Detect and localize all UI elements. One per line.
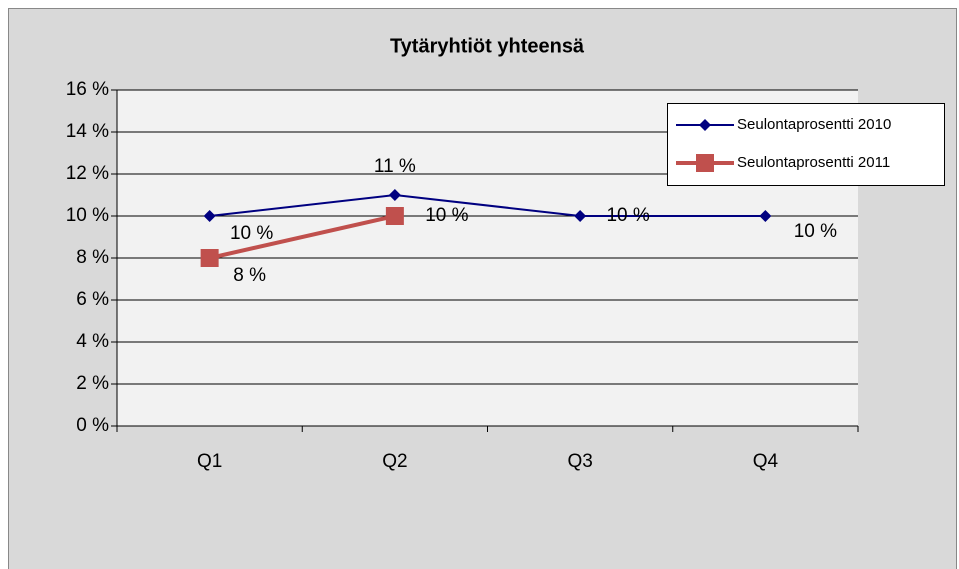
y-tick-label: 10 % bbox=[66, 205, 109, 226]
series-line bbox=[209, 214, 396, 260]
y-tick-label: 16 % bbox=[66, 79, 109, 100]
x-tick-label: Q3 bbox=[567, 451, 592, 472]
y-tick-label: 6 % bbox=[76, 289, 109, 310]
legend-marker bbox=[696, 154, 714, 172]
data-label: 8 % bbox=[233, 265, 266, 286]
legend-marker bbox=[699, 119, 711, 131]
x-tick-label: Q4 bbox=[753, 451, 779, 472]
chart-title: Tytäryhtiöt yhteensä bbox=[390, 35, 585, 57]
y-tick-label: 0 % bbox=[76, 415, 109, 436]
y-tick-label: 12 % bbox=[66, 163, 109, 184]
data-point bbox=[200, 249, 219, 267]
y-tick-label: 14 % bbox=[66, 121, 109, 142]
data-label: 10 % bbox=[230, 223, 273, 244]
data-label: 11 % bbox=[374, 156, 416, 177]
data-label: 10 % bbox=[794, 221, 837, 242]
data-label: 10 % bbox=[606, 205, 649, 226]
data-point bbox=[388, 189, 401, 201]
data-point bbox=[385, 207, 404, 225]
y-tick-label: 4 % bbox=[76, 331, 109, 352]
y-tick-label: 2 % bbox=[76, 373, 109, 394]
data-point bbox=[203, 210, 216, 222]
data-point bbox=[574, 210, 587, 222]
series-line bbox=[209, 193, 766, 217]
y-tick-label: 8 % bbox=[76, 247, 109, 268]
x-tick-label: Q2 bbox=[382, 451, 407, 472]
legend-label: Seulontaprosentti 2011 bbox=[737, 154, 890, 171]
x-tick-label: Q1 bbox=[197, 451, 222, 472]
data-label: 10 % bbox=[425, 205, 468, 226]
data-point bbox=[759, 210, 772, 222]
legend-label: Seulontaprosentti 2010 bbox=[737, 116, 891, 133]
